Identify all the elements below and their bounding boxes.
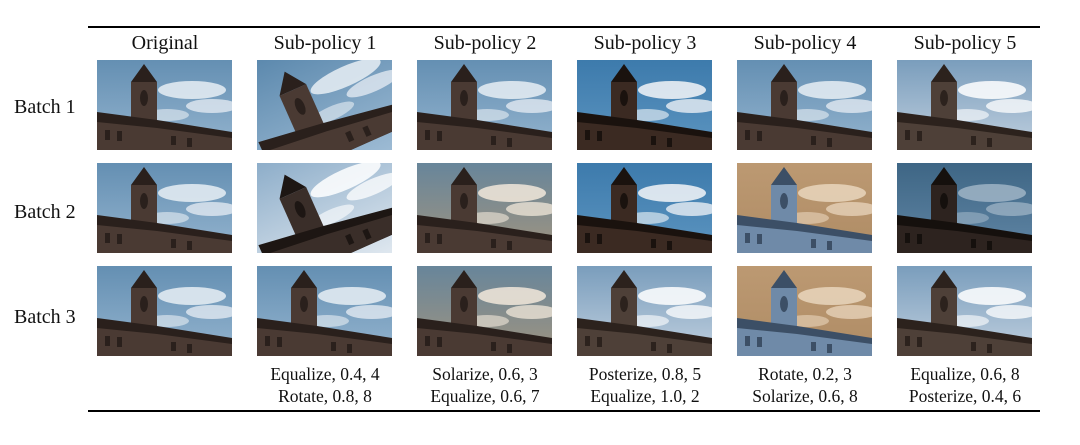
church-tower-photo: [97, 60, 232, 150]
thumbnail-batch-3-sub-policy-1: [257, 266, 392, 356]
church-tower-photo: [417, 60, 552, 150]
thumbnail-batch-3-sub-policy-2: [417, 266, 552, 356]
thumbnail-batch-3-sub-policy-3: [577, 266, 712, 356]
sub-policy-5-operation-2: Posterize, 0.4, 6: [908, 386, 1022, 406]
column-header-original: Original: [131, 32, 199, 54]
column-header-sub-policy-3: Sub-policy 3: [593, 32, 697, 54]
sub-policy-2-operation-2: Equalize, 0.6, 7: [430, 386, 540, 406]
thumbnail-batch-2-sub-policy-2: [417, 163, 552, 253]
church-tower-photo: [97, 163, 232, 253]
thumbnail-batch-1-original: [97, 60, 232, 150]
church-tower-photo: [737, 163, 872, 253]
church-tower-photo: [577, 266, 712, 356]
church-tower-photo: [257, 266, 392, 356]
church-tower-photo: [897, 266, 1032, 356]
church-tower-photo: [737, 60, 872, 150]
sub-policy-4-operation-1: Rotate, 0.2, 3: [758, 364, 852, 384]
sub-policy-1-operation-1: Equalize, 0.4, 4: [270, 364, 380, 384]
thumbnail-batch-1-sub-policy-4: [737, 60, 872, 150]
sub-policy-3-operation-2: Equalize, 1.0, 2: [590, 386, 700, 406]
thumbnail-batch-1-sub-policy-5: [897, 60, 1032, 150]
sub-policy-3-operation-1: Posterize, 0.8, 5: [588, 364, 702, 384]
column-header-sub-policy-2: Sub-policy 2: [433, 32, 537, 54]
church-tower-photo: [417, 266, 552, 356]
thumbnail-batch-3-sub-policy-5: [897, 266, 1032, 356]
column-header-sub-policy-1: Sub-policy 1: [273, 32, 377, 54]
sub-policy-2-operation-1: Solarize, 0.6, 3: [432, 364, 538, 384]
church-tower-photo: [577, 163, 712, 253]
thumbnail-batch-2-sub-policy-3: [577, 163, 712, 253]
church-tower-photo: [737, 266, 872, 356]
thumbnail-batch-2-sub-policy-1: [257, 163, 392, 253]
column-header-sub-policy-4: Sub-policy 4: [753, 32, 857, 54]
thumbnail-batch-2-sub-policy-4: [737, 163, 872, 253]
table-top-rule: [88, 26, 1040, 28]
church-tower-photo: [897, 60, 1032, 150]
church-tower-photo: [257, 60, 392, 150]
thumbnail-batch-1-sub-policy-3: [577, 60, 712, 150]
row-label-batch-3: Batch 3: [14, 306, 76, 328]
sub-policy-4-operation-2: Solarize, 0.6, 8: [752, 386, 858, 406]
church-tower-photo: [417, 163, 552, 253]
thumbnail-batch-2-original: [97, 163, 232, 253]
church-tower-photo: [257, 163, 392, 253]
sub-policy-1-operation-2: Rotate, 0.8, 8: [278, 386, 372, 406]
table-bottom-rule: [88, 410, 1040, 412]
thumbnail-batch-1-sub-policy-1: [257, 60, 392, 150]
row-label-batch-2: Batch 2: [14, 201, 76, 223]
church-tower-photo: [577, 60, 712, 150]
thumbnail-batch-3-sub-policy-4: [737, 266, 872, 356]
church-tower-photo: [897, 163, 1032, 253]
row-label-batch-1: Batch 1: [14, 96, 76, 118]
thumbnail-batch-2-sub-policy-5: [897, 163, 1032, 253]
thumbnail-batch-1-sub-policy-2: [417, 60, 552, 150]
thumbnail-batch-3-original: [97, 266, 232, 356]
sub-policy-5-operation-1: Equalize, 0.6, 8: [910, 364, 1020, 384]
church-tower-photo: [97, 266, 232, 356]
column-header-sub-policy-5: Sub-policy 5: [913, 32, 1017, 54]
